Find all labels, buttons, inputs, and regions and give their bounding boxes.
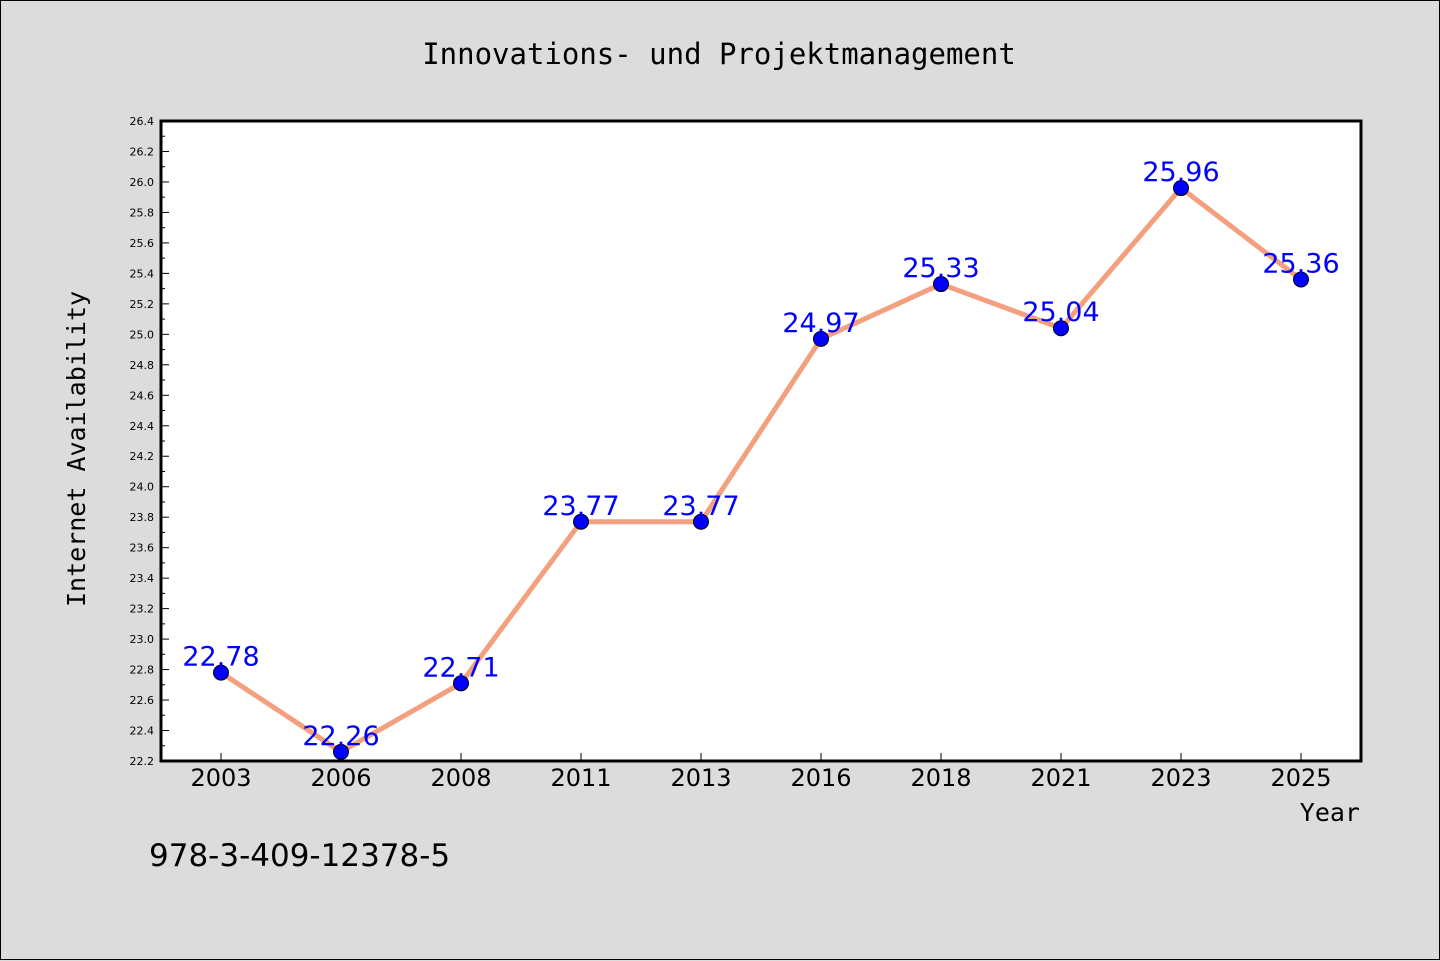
y-tick-label: 23.8 [130, 511, 155, 524]
y-tick-label: 24.2 [130, 450, 155, 463]
y-tick-label: 23.0 [130, 633, 155, 646]
data-point-marker [1173, 180, 1189, 197]
x-tick-label: 2023 [1150, 764, 1211, 792]
y-tick-label: 24.8 [130, 359, 155, 372]
data-point-marker [453, 675, 469, 692]
data-point-marker [1293, 271, 1309, 288]
data-point-marker [1053, 320, 1069, 337]
y-tick-label: 22.6 [130, 694, 155, 707]
chart-title: Innovations- und Projektmanagement [422, 37, 1016, 71]
data-point-marker [213, 664, 229, 681]
series-line-group [219, 185, 1303, 755]
plot-area [159, 119, 1363, 763]
data-point-label: 22.78 [182, 642, 259, 673]
y-tick-label: 23.2 [130, 603, 155, 616]
data-point-label: 23.77 [542, 491, 619, 522]
y-tick-label: 24.6 [130, 389, 155, 402]
y-tick-label: 25.8 [130, 206, 155, 219]
series-line [219, 185, 1303, 755]
y-axis-label: Internet Availability [62, 291, 91, 607]
data-point-label: 25.96 [1142, 157, 1219, 188]
x-tick-label: 2011 [550, 764, 611, 792]
y-tick-label: 23.6 [130, 542, 155, 555]
data-point-label: 25.33 [902, 253, 979, 284]
y-tick-label: 22.8 [130, 664, 155, 677]
x-tick-label: 2018 [910, 764, 971, 792]
y-tick-label: 26.2 [130, 145, 155, 158]
data-point-label: 22.26 [302, 721, 379, 752]
y-tick-label: 22.4 [130, 725, 155, 738]
x-tick-label: 2016 [790, 764, 851, 792]
x-axis-ticks: 2003 2006 2008 2011 2013 2016 2018 2021 2023 2025 [190, 753, 1332, 792]
data-point-marker [333, 743, 349, 760]
data-point-label: 24.97 [782, 308, 859, 339]
x-tick-label: 2003 [190, 764, 251, 792]
data-point-label: 25.36 [1262, 248, 1339, 279]
data-point-label: 25.04 [1022, 297, 1099, 328]
data-labels: 22.78 22.26 22.71 23.77 23.77 24.97 25.33 25.04… [182, 157, 1339, 752]
data-point-label: 23.77 [662, 491, 739, 522]
x-tick-label: 2021 [1030, 764, 1091, 792]
x-tick-label: 2025 [1270, 764, 1331, 792]
x-tick-label: 2006 [310, 764, 371, 792]
y-axis-ticks: 22.2 22.4 22.6 22.8 23.0 23.2 23.4 23.6 23.8 24.0… [130, 115, 169, 768]
x-axis-label: Year [1300, 798, 1360, 827]
footer-isbn: 978-3-409-12378-5 [149, 838, 450, 874]
y-tick-label: 25.0 [130, 328, 155, 341]
y-tick-label: 25.6 [130, 237, 155, 250]
y-tick-label: 25.2 [130, 298, 155, 311]
data-point-marker [573, 513, 589, 530]
y-tick-label: 25.4 [130, 267, 155, 280]
data-point-label: 22.71 [422, 652, 499, 683]
y-tick-label: 22.2 [130, 755, 155, 768]
y-tick-label: 23.4 [130, 572, 155, 585]
data-markers [213, 180, 1309, 760]
x-tick-label: 2008 [430, 764, 491, 792]
y-tick-label: 26.4 [130, 115, 155, 128]
y-tick-label: 26.0 [130, 176, 155, 189]
data-point-marker [693, 513, 709, 530]
x-tick-label: 2013 [670, 764, 731, 792]
y-tick-label: 24.0 [130, 481, 155, 494]
data-point-marker [813, 330, 829, 347]
data-point-marker [933, 276, 949, 293]
y-tick-label: 24.4 [130, 420, 155, 433]
